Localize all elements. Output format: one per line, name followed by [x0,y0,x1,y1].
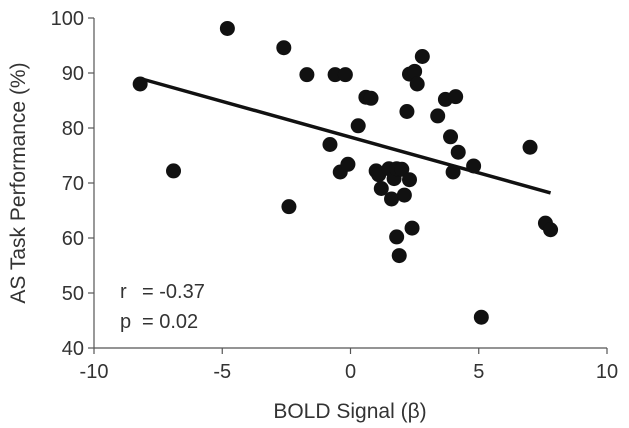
r-value: = -0.37 [142,281,205,303]
tick-label-group: -10 -5 0 5 10 40 50 60 70 80 90 100 [51,8,619,383]
data-point [443,129,459,145]
data-point [404,220,420,236]
p-label: p [120,311,131,333]
data-point [350,118,366,134]
correlation-annotation: r = -0.37 p = 0.02 [120,281,205,333]
y-tick-label: 100 [51,8,84,30]
r-label: r [120,281,127,303]
data-point [473,309,489,325]
y-tick-label: 80 [62,118,84,140]
data-point [407,63,423,79]
x-tick-label: 10 [596,361,618,383]
y-tick-label: 60 [62,228,84,250]
data-point [543,222,559,238]
data-point [399,104,415,119]
data-point [219,20,235,36]
x-axis-label: BOLD Signal (β) [273,400,426,423]
data-point [281,199,297,215]
y-tick-label: 50 [62,283,84,305]
data-point [299,67,315,83]
p-value: = 0.02 [142,311,198,333]
data-point [414,49,430,64]
y-tick-label: 40 [62,338,84,360]
data-point [327,67,343,83]
x-tick-label: 5 [473,361,484,383]
x-tick-label: -10 [80,361,109,383]
data-point [394,161,410,177]
data-point [445,164,461,180]
data-point [448,89,464,105]
data-point [396,187,412,203]
trendline [139,76,552,195]
y-tick-label: 90 [62,63,84,85]
data-point [430,108,446,124]
data-point [363,90,379,106]
data-point [132,76,148,92]
x-tick-label: -5 [213,361,231,383]
tick-group [88,17,608,354]
data-point [384,191,400,207]
data-point [409,76,425,92]
data-point [166,163,182,179]
data-point [522,139,538,155]
y-axis-label: AS Task Performance (%) [7,62,30,303]
data-point [401,172,417,188]
data-point [340,156,356,172]
data-point [391,248,407,264]
data-point [450,144,466,160]
data-point [373,181,389,196]
data-point [466,158,482,174]
y-tick-label: 70 [62,173,84,195]
data-point [337,67,353,83]
data-point [276,40,292,56]
data-point [322,137,338,152]
data-point [389,229,405,245]
data-points [132,20,559,325]
x-tick-label: 0 [345,361,356,383]
